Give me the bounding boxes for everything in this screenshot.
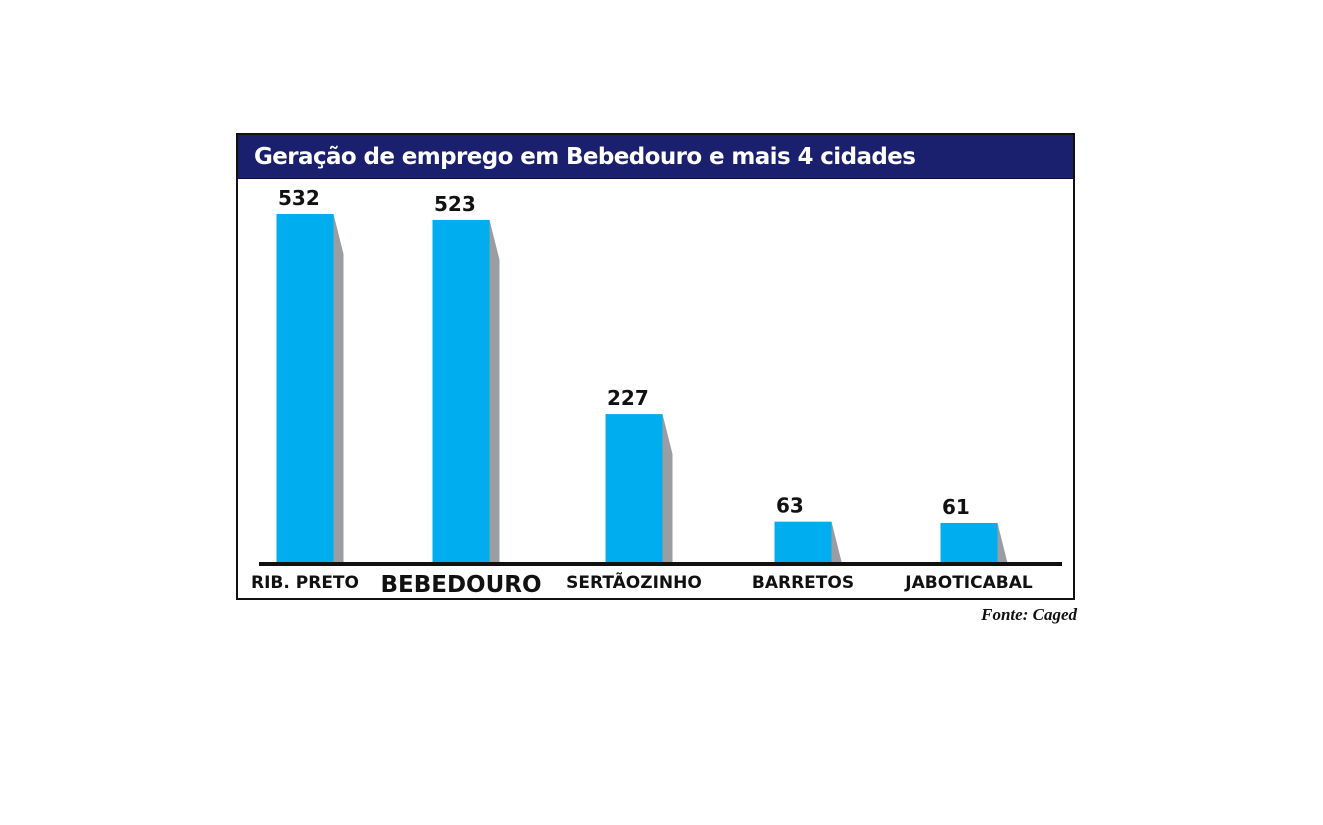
bar-shadow <box>831 521 842 563</box>
chart-title: Geração de emprego em Bebedouro e mais 4… <box>254 143 916 170</box>
value-label: 63 <box>776 494 804 518</box>
bar-barretos <box>774 521 832 563</box>
category-label: BARRETOS <box>752 573 854 593</box>
bar-shadow <box>489 219 500 564</box>
bar-sert-ozinho <box>605 414 663 563</box>
bar-jaboticabal <box>940 522 998 563</box>
category-label: SERTÃOZINHO <box>566 570 702 593</box>
value-label: 532 <box>278 186 320 210</box>
bar-bebedouro <box>432 219 490 564</box>
value-label: 227 <box>607 386 649 410</box>
bar-rib-preto <box>276 214 334 563</box>
bar-shadow <box>333 214 344 563</box>
value-label: 61 <box>942 495 970 519</box>
category-label: JABOTICABAL <box>904 573 1033 593</box>
value-label: 523 <box>434 192 476 216</box>
category-label: RIB. PRETO <box>251 573 359 593</box>
source-note: Fonte: Caged <box>981 605 1077 624</box>
chart-title-bar: Geração de emprego em Bebedouro e mais 4… <box>238 135 1073 179</box>
bar-shadow <box>997 522 1008 563</box>
category-label: BEBEDOURO <box>380 572 541 598</box>
bar-shadow <box>662 414 673 563</box>
